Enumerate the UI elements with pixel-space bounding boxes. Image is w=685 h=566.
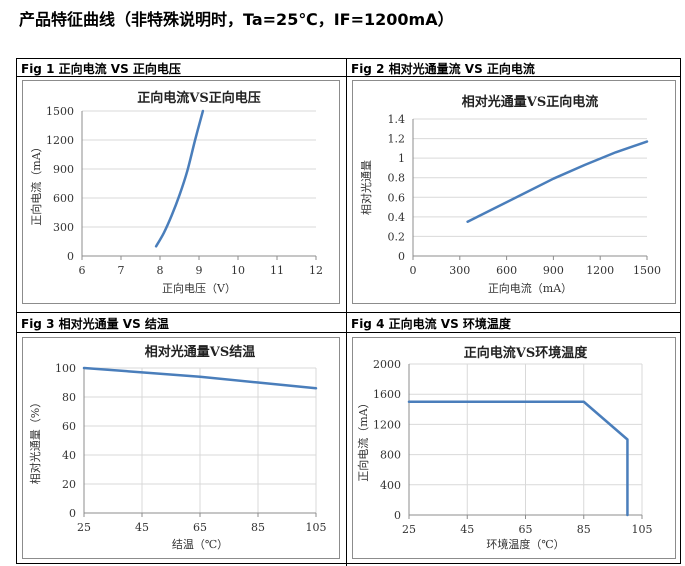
fig1-y-tick-label: 0 — [67, 250, 74, 263]
fig1-series-line — [154, 109, 205, 248]
fig3-y-axis-label: 相对光通量（%） — [28, 397, 42, 484]
fig4-chart-svg: 正向电流VS环境温度 0 400 800 1200 1600 2000 25 45 65 85 105… — [356, 345, 653, 551]
fig3-label: Fig 3 相对光通量 VS 结温 — [21, 317, 169, 331]
fig2-y-tick-label: 1 — [398, 152, 405, 165]
chart-panel-flux-vs-current: 相对光通量VS正向电流 0 0.2 0.4 0.6 0.8 1 1.2 1.4 0 300 600 90… — [352, 80, 676, 304]
fig3-y-tick-label: 40 — [62, 449, 76, 462]
fig2-y-tick-label: 1.4 — [388, 113, 406, 126]
fig1-y-tick-label: 300 — [53, 221, 74, 234]
fig4-x-tick-label: 45 — [460, 523, 474, 536]
fig3-chart-title: 相对光通量VS结温 — [145, 344, 255, 360]
table-divider-1 — [16, 76, 681, 77]
fig1-x-tick-label: 8 — [157, 264, 164, 277]
fig4-y-tick-label: 1600 — [373, 388, 401, 401]
fig4-y-tick-label: 0 — [394, 509, 401, 522]
fig2-x-tick-label: 0 — [410, 264, 417, 277]
figure-table — [16, 58, 681, 564]
fig3-y-tick-label: 100 — [55, 362, 76, 375]
fig3-x-tick-label: 105 — [306, 521, 327, 534]
fig2-x-tick-label: 1200 — [586, 264, 614, 277]
fig4-chart-title: 正向电流VS环境温度 — [464, 345, 588, 361]
fig3-series-line — [82, 366, 318, 390]
fig1-y-tick-label: 1500 — [46, 105, 74, 118]
fig4-y-tick-label: 800 — [380, 449, 401, 462]
table-divider-3 — [16, 332, 681, 333]
fig2-chart-title: 相对光通量VS正向电流 — [462, 94, 598, 110]
fig2-x-tick-label: 600 — [496, 264, 517, 277]
fig3-chart-svg: 相对光通量VS结温 0 20 40 60 80 100 25 45 65 85 105 结温（℃） 相对光… — [28, 344, 327, 551]
fig1-chart-title: 正向电流VS正向电压 — [137, 90, 260, 106]
fig2-y-tick-label: 0 — [398, 250, 405, 263]
fig4-y-axis-label: 正向电流（mA） — [356, 397, 370, 481]
fig4-y-tick-label: 1200 — [373, 418, 401, 431]
fig4-label: Fig 4 正向电流 VS 环境温度 — [351, 317, 511, 331]
fig1-y-tick-label: 600 — [53, 192, 74, 205]
fig3-x-axis-label: 结温（℃） — [172, 538, 228, 551]
fig2-x-axis-label: 正向电流（mA） — [488, 281, 572, 295]
chart-panel-forward-current-vs-voltage: 正向电流VS正向电压 0 300 600 900 1200 1500 6 7 8 9 10 11 12 正向… — [22, 80, 340, 304]
fig2-y-tick-label: 0.2 — [388, 230, 406, 243]
fig2-y-axis-label: 相对光通量 — [359, 160, 373, 215]
page-title: 产品特征曲线（非特殊说明时，Ta=25℃，IF=1200mA） — [19, 10, 454, 29]
fig3-y-tick-label: 20 — [62, 478, 76, 491]
fig3-y-tick-label: 60 — [62, 420, 76, 433]
fig1-chart-svg: 正向电流VS正向电压 0 300 600 900 1200 1500 6 7 8 9 10 11 12 正向… — [29, 90, 323, 295]
fig2-y-tick-label: 0.4 — [388, 211, 406, 224]
fig2-x-tick-label: 300 — [449, 264, 470, 277]
fig1-y-tick-label: 900 — [53, 163, 74, 176]
fig2-chart-svg: 相对光通量VS正向电流 0 0.2 0.4 0.6 0.8 1 1.2 1.4 0 300 600 90… — [359, 94, 661, 295]
fig3-x-tick-label: 25 — [77, 521, 91, 534]
fig2-y-tick-label: 0.8 — [388, 172, 406, 185]
fig1-x-tick-label: 12 — [309, 264, 323, 277]
fig4-series-line — [407, 400, 629, 517]
fig2-y-tick-label: 1.2 — [388, 133, 406, 146]
fig3-x-tick-label: 65 — [193, 521, 207, 534]
fig4-x-axis-label: 环境温度（℃） — [486, 537, 564, 551]
fig1-x-tick-label: 7 — [118, 264, 125, 277]
fig1-x-tick-label: 9 — [196, 264, 203, 277]
fig4-x-tick-label: 105 — [632, 523, 653, 536]
fig3-x-tick-label: 45 — [135, 521, 149, 534]
table-divider-2 — [16, 312, 681, 313]
chart-panel-flux-vs-junction-temp: 相对光通量VS结温 0 20 40 60 80 100 25 45 65 85 105 结温（℃） 相对光… — [22, 337, 340, 559]
fig3-y-tick-label: 80 — [62, 391, 76, 404]
fig1-y-tick-label: 1200 — [46, 134, 74, 147]
fig4-x-tick-label: 25 — [402, 523, 416, 536]
fig1-x-tick-label: 6 — [79, 264, 86, 277]
fig2-x-tick-label: 900 — [543, 264, 564, 277]
fig1-x-tick-label: 11 — [270, 264, 284, 277]
fig2-series-line — [466, 140, 649, 223]
fig2-y-tick-label: 0.6 — [388, 191, 406, 204]
fig1-label: Fig 1 正向电流 VS 正向电压 — [21, 62, 181, 76]
fig4-x-tick-label: 65 — [519, 523, 533, 536]
chart-panel-current-vs-ambient-temp: 正向电流VS环境温度 0 400 800 1200 1600 2000 25 45 65 85 105… — [352, 337, 676, 559]
fig1-x-axis-label: 正向电压（V） — [162, 281, 236, 295]
fig1-x-tick-label: 10 — [231, 264, 245, 277]
fig4-y-tick-label: 400 — [380, 479, 401, 492]
fig2-x-tick-label: 1500 — [633, 264, 661, 277]
fig2-label: Fig 2 相对光通量流 VS 正向电流 — [351, 62, 535, 76]
fig3-y-tick-label: 0 — [69, 507, 76, 520]
fig4-y-tick-label: 2000 — [373, 358, 401, 371]
fig4-x-tick-label: 85 — [577, 523, 591, 536]
fig1-y-axis-label: 正向电流（mA） — [29, 141, 43, 225]
fig3-x-tick-label: 85 — [251, 521, 265, 534]
